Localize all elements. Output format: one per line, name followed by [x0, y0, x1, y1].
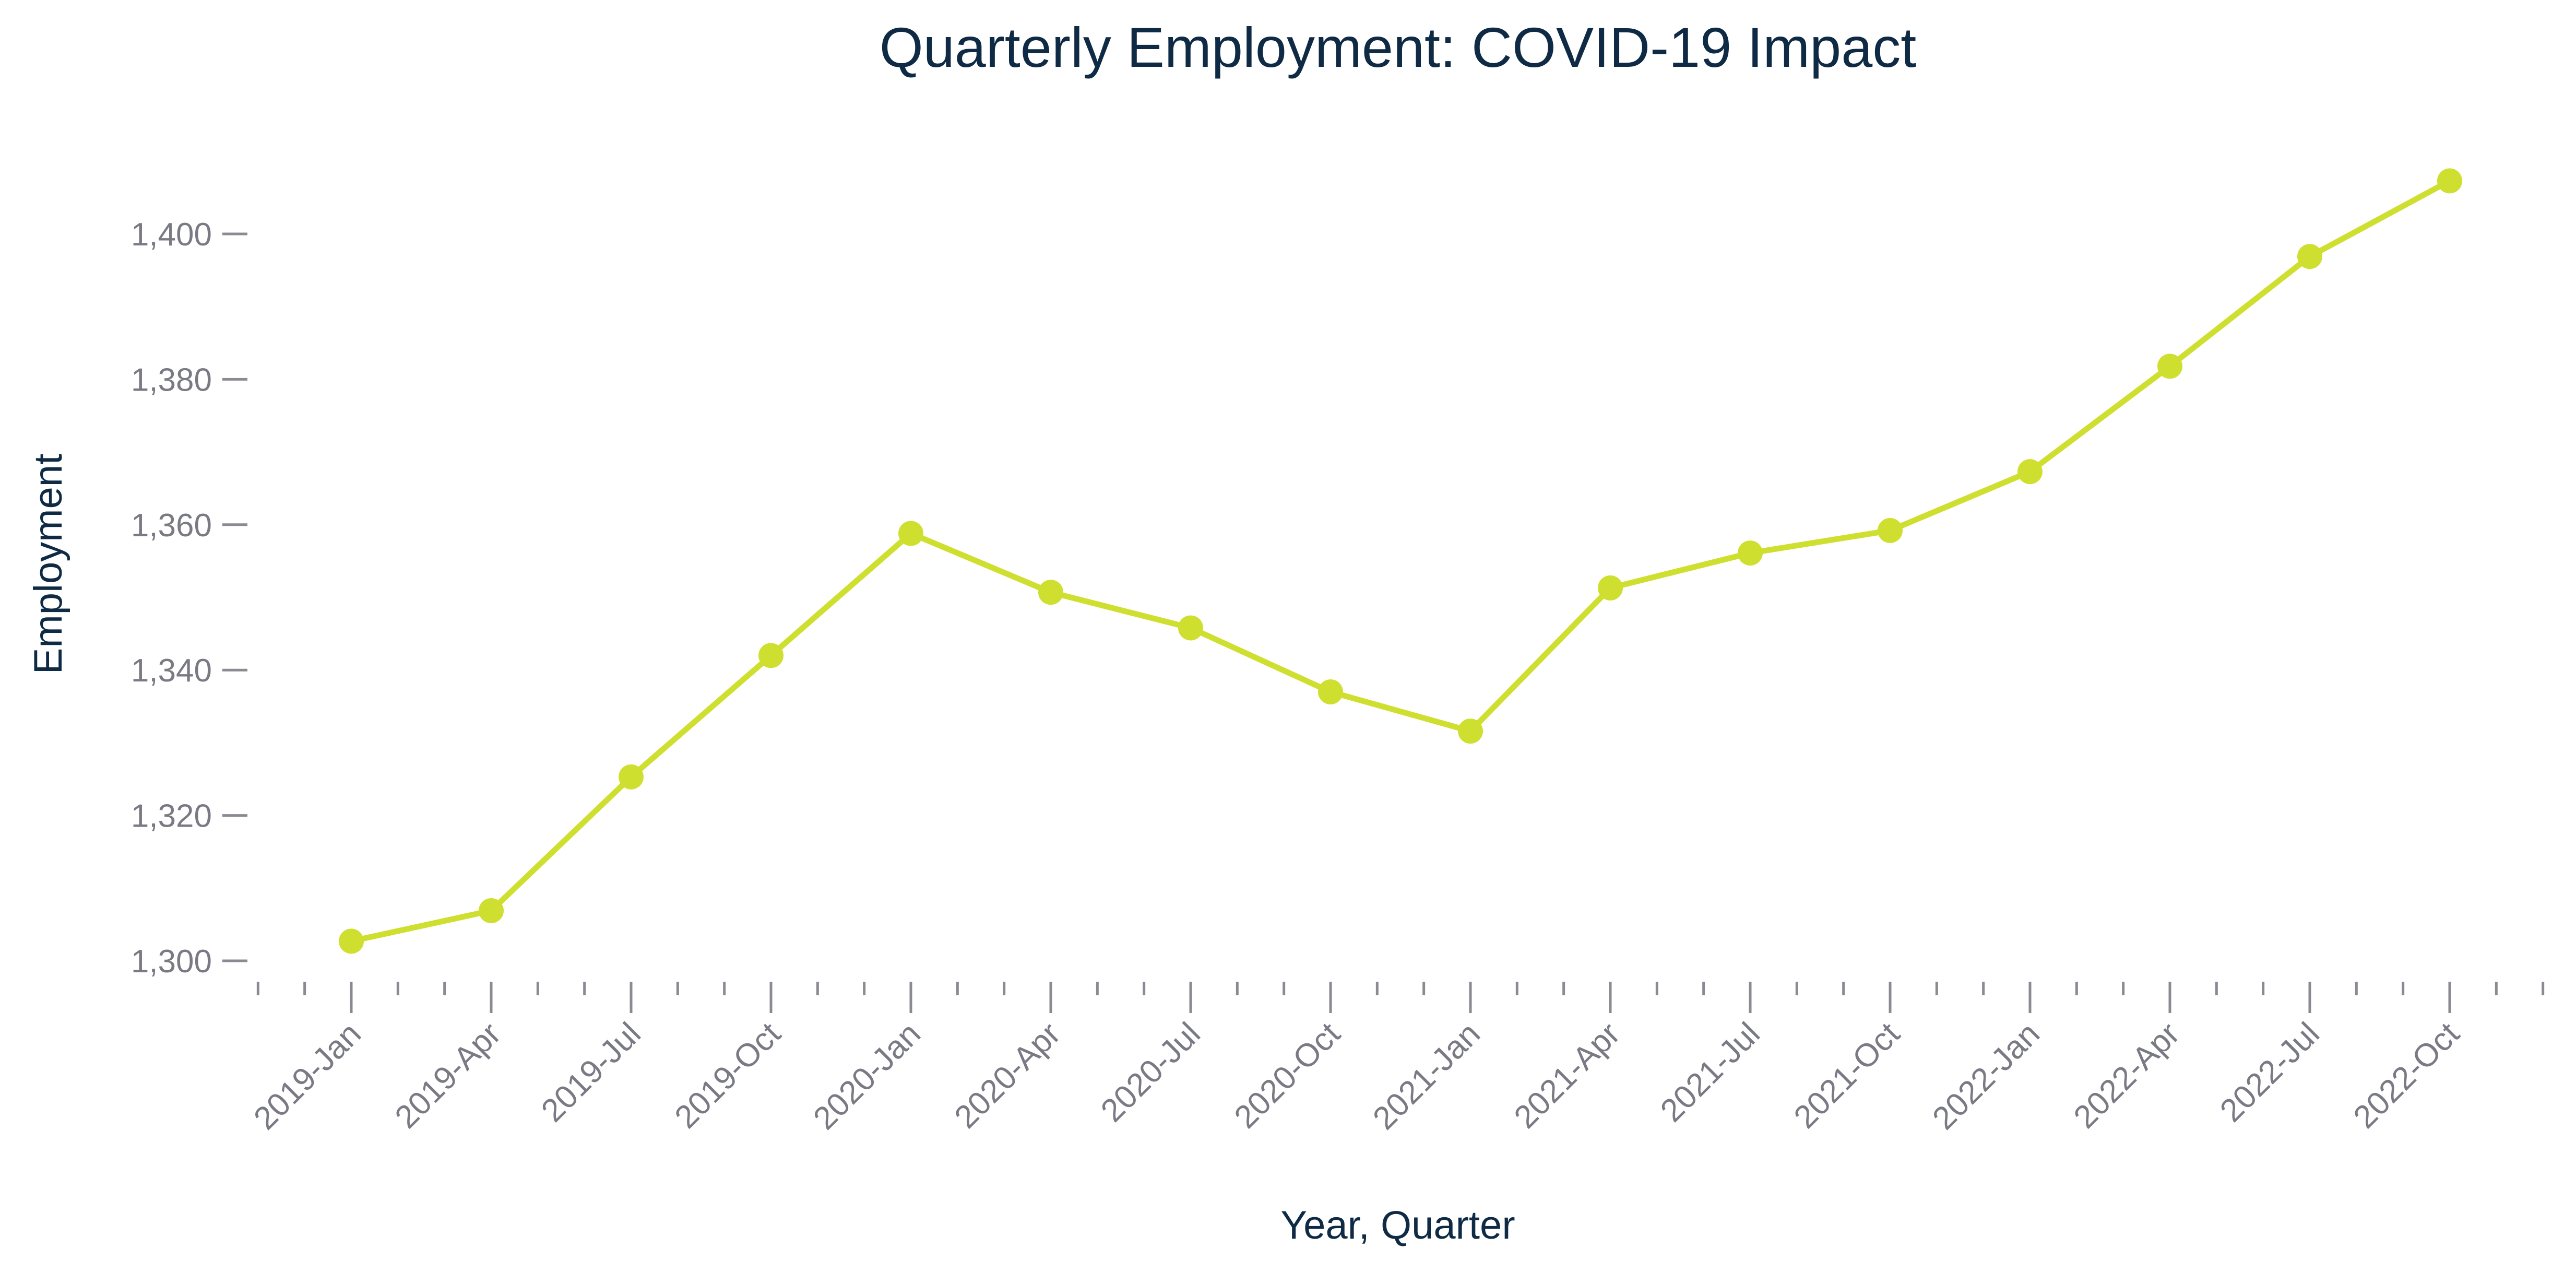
series-layer — [339, 168, 2462, 954]
x-tick-label: 2020-Oct — [1228, 1016, 1347, 1135]
x-tick-label: 2019-Apr — [388, 1016, 508, 1135]
data-point[interactable] — [1178, 615, 1203, 641]
y-tick-label: 1,300 — [131, 944, 212, 980]
series-line — [348, 178, 2453, 944]
data-point[interactable] — [339, 928, 364, 954]
x-tick-label: 2020-Jul — [1094, 1016, 1207, 1129]
data-point[interactable] — [2157, 354, 2182, 379]
data-point[interactable] — [619, 764, 644, 790]
x-tick-label: 2020-Jan — [806, 1016, 928, 1137]
data-point[interactable] — [2297, 244, 2322, 269]
x-tick-label: 2021-Apr — [1507, 1016, 1627, 1135]
data-point[interactable] — [1458, 719, 1483, 744]
data-point[interactable] — [1598, 575, 1623, 601]
data-point[interactable] — [1878, 517, 1903, 543]
data-point[interactable] — [2437, 168, 2462, 194]
x-tick-label: 2022-Apr — [2067, 1016, 2187, 1135]
x-tick-label: 2022-Oct — [2347, 1016, 2466, 1135]
x-tick-label: 2021-Oct — [1787, 1016, 1907, 1135]
x-axis-title: Year, Quarter — [1280, 1203, 1515, 1248]
y-tick-label: 1,380 — [131, 362, 212, 398]
x-tick-label: 2021-Jul — [1654, 1016, 1767, 1129]
x-tick-label: 2022-Jul — [2213, 1016, 2326, 1129]
x-tick-label: 2019-Oct — [668, 1016, 788, 1135]
x-tick-label: 2021-Jan — [1366, 1016, 1487, 1137]
y-tick-label: 1,340 — [131, 653, 212, 689]
x-axis: 2019-Jan 2019-Apr 2019-Jul 2019-Oct 2020-Jan… — [247, 982, 2545, 1137]
data-point[interactable] — [898, 521, 923, 546]
data-point[interactable] — [1738, 540, 1763, 566]
chart-title: Quarterly Employment: COVID-19 Impact — [880, 16, 1917, 79]
y-tick-label: 1,360 — [131, 508, 212, 544]
data-point[interactable] — [1318, 679, 1343, 704]
data-point[interactable] — [1038, 580, 1063, 605]
x-tick-label: 2019-Jan — [247, 1016, 368, 1137]
data-point[interactable] — [2017, 459, 2043, 485]
y-axis: 1,300 1,320 1,340 1,360 1,380 1,400 — [131, 217, 247, 980]
x-tick-label: 2022-Jan — [1926, 1016, 2047, 1137]
y-axis-title: Employment — [26, 454, 70, 674]
x-tick-label: 2019-Jul — [535, 1016, 648, 1129]
data-point[interactable] — [479, 898, 504, 923]
x-tick-label: 2020-Apr — [948, 1016, 1067, 1135]
y-tick-label: 1,320 — [131, 798, 212, 834]
data-point[interactable] — [758, 643, 784, 668]
y-tick-label: 1,400 — [131, 217, 212, 253]
